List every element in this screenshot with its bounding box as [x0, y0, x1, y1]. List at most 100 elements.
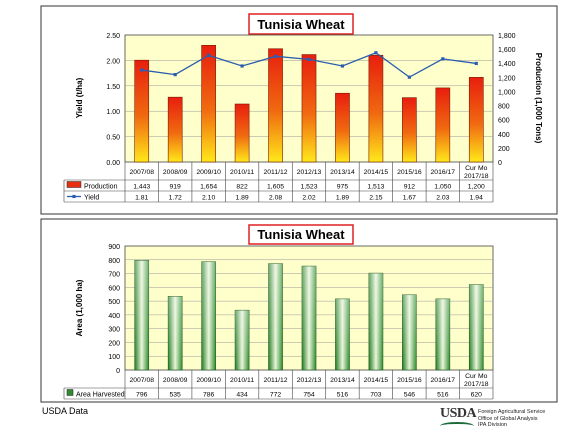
legend-label: Yield	[84, 195, 99, 202]
y2-tick-label: 1,000	[498, 89, 516, 96]
legend-label: Area Harvested	[76, 392, 125, 399]
data-label: 2.03	[436, 195, 449, 202]
category-label: 2010/11	[230, 169, 254, 176]
category-label: 2017/18	[464, 381, 489, 388]
category-label: 2009/10	[196, 169, 221, 176]
data-label: 620	[471, 392, 483, 399]
data-label: 1.89	[336, 195, 349, 202]
y-tick-label: 100	[108, 354, 120, 361]
y-tick-label: 400	[108, 313, 120, 320]
yield-point	[474, 61, 478, 66]
usda-org-line: IPA Division	[478, 422, 507, 428]
bar-highlight	[201, 261, 216, 370]
bar-highlight	[435, 298, 450, 370]
chart1-ylabel: Yield (t/ha)	[75, 77, 84, 118]
y2-tick-label: 200	[498, 146, 510, 153]
data-label: 535	[170, 392, 182, 399]
data-label: 1.67	[403, 195, 416, 202]
data-label: 975	[337, 184, 349, 191]
category-label: 2008/09	[163, 377, 188, 384]
source-note: USDA Data	[42, 406, 89, 416]
y2-tick-label: 1,200	[498, 75, 516, 82]
data-label: 912	[404, 184, 416, 191]
yield-point	[340, 64, 345, 68]
data-label: 772	[270, 392, 282, 399]
y-tick-label: 0	[116, 368, 120, 375]
usda-logo-text: USDA	[440, 406, 477, 421]
data-label: 516	[337, 392, 349, 399]
y2-tick-label: 1,600	[498, 47, 516, 54]
usda-logo: USDA Foreign Agricultural Service Office…	[440, 406, 570, 432]
bar	[167, 96, 183, 163]
bar	[368, 54, 384, 163]
y2-tick-label: 400	[498, 132, 510, 139]
yield-point	[407, 75, 411, 79]
usda-org-lines: Foreign Agricultural Service Office of G…	[478, 409, 545, 429]
usda-org-line: Foreign Agricultural Service	[478, 409, 546, 415]
category-label: 2014/15	[364, 169, 389, 176]
bar-highlight	[402, 294, 417, 370]
bar	[268, 48, 283, 163]
category-label: 2016/17	[431, 377, 456, 384]
yield-point	[240, 64, 244, 68]
y2-tick-label: 600	[498, 118, 510, 125]
bar	[301, 54, 317, 163]
data-label: 516	[437, 392, 449, 399]
chart1-y2label: Production (1,000 Tons)	[534, 53, 543, 144]
y2-tick-label: 1,400	[498, 61, 516, 68]
category-label: Cur Mo	[465, 165, 488, 172]
data-label: 1,513	[367, 184, 384, 191]
y-tick-label: 300	[108, 327, 120, 334]
yield-point	[307, 57, 311, 61]
chart1-title: Tunisia Wheat	[257, 17, 345, 32]
data-label: 1,443	[133, 184, 150, 191]
bar-highlight	[168, 296, 183, 370]
y-tick-label: 2.00	[106, 58, 120, 65]
usda-org-line: Office of Global Analysis	[478, 415, 538, 422]
data-label: 1,200	[468, 184, 485, 191]
y-tick-label: 0.00	[106, 160, 120, 167]
category-label: 2014/15	[364, 377, 389, 384]
category-label: 2009/10	[196, 377, 221, 384]
yield-point	[173, 73, 177, 77]
category-label: 2010/11	[230, 377, 254, 384]
category-label: 2015/16	[397, 377, 422, 384]
bar-highlight	[134, 260, 149, 370]
data-label: 919	[170, 184, 182, 191]
bar	[468, 77, 484, 163]
data-label: 2.10	[202, 195, 215, 202]
bar	[201, 45, 216, 163]
yield-point	[140, 68, 144, 72]
data-label: 1.72	[169, 195, 182, 202]
bar	[402, 97, 417, 163]
y-tick-label: 1.00	[106, 109, 120, 116]
category-label: 2007/08	[129, 377, 154, 384]
bar	[335, 92, 350, 163]
y-tick-label: 1.50	[106, 84, 120, 91]
data-label: 796	[136, 392, 148, 399]
category-label: Cur Mo	[465, 373, 488, 380]
yield-point	[207, 53, 211, 57]
y2-tick-label: 1,800	[498, 33, 516, 40]
chart2-title-box	[248, 224, 354, 245]
y-tick-label: 800	[108, 258, 120, 265]
y-tick-label: 0.50	[106, 135, 120, 142]
yield-point	[374, 51, 378, 55]
bar-highlight	[301, 266, 317, 370]
y2-tick-label: 800	[498, 104, 510, 111]
y-tick-label: 500	[108, 299, 120, 306]
data-label: 2.02	[302, 195, 315, 202]
category-label: 2012/13	[297, 377, 322, 384]
y-tick-label: 200	[108, 340, 120, 347]
category-label: 2013/14	[330, 169, 355, 176]
data-label: 1,523	[300, 184, 317, 191]
category-label: 2013/14	[330, 377, 355, 384]
data-label: 1.89	[235, 195, 248, 202]
legend-point-key	[72, 194, 76, 199]
data-label: 703	[370, 392, 382, 399]
y-tick-label: 2.50	[106, 33, 120, 40]
category-label: 2008/09	[163, 169, 188, 176]
data-label: 1,605	[267, 184, 284, 191]
